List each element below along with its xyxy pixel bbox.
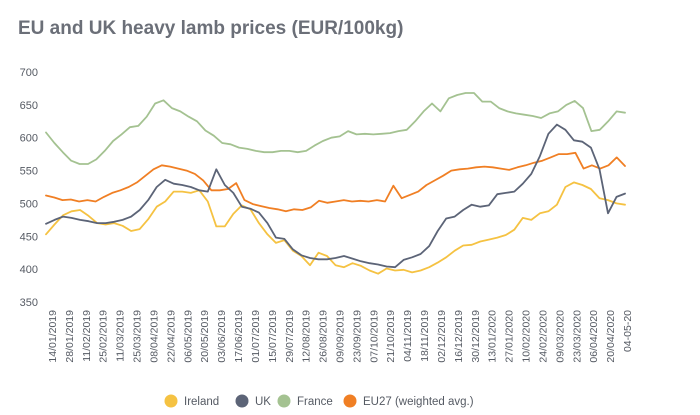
x-tick-label: 17/06/2019 — [233, 310, 245, 363]
x-tick-label: 21/10/2019 — [385, 310, 397, 363]
x-tick-label: 14/01/2019 — [47, 310, 59, 363]
x-tick-label: 16/12/2019 — [453, 310, 465, 363]
legend-label-ireland: Ireland — [184, 396, 219, 408]
x-tick-label: 28/01/2019 — [64, 310, 76, 363]
legend-marker-ireland — [164, 394, 178, 408]
x-tick-label: 18/11/2019 — [419, 310, 431, 362]
x-tick-label: 20/04/2020 — [605, 310, 617, 363]
x-tick-label: 10/02/2020 — [521, 310, 533, 363]
y-tick-label: 600 — [20, 133, 38, 145]
x-tick-label: 07/10/2019 — [368, 310, 380, 363]
x-axis-ticks: 14/01/2019 28/01/2019 11/02/2019 25/02/2019… — [47, 310, 634, 363]
x-tick-label: 15/07/2019 — [267, 310, 279, 363]
x-tick-label: 29/07/2019 — [284, 310, 296, 363]
x-tick-label: 23/03/2020 — [571, 310, 583, 363]
x-tick-label: 04-05-20 — [622, 310, 634, 352]
x-tick-label: 12/08/2019 — [301, 310, 313, 363]
x-tick-label: 02/12/2019 — [436, 310, 448, 363]
x-tick-label: 24/02/2020 — [537, 310, 549, 363]
series-lines — [45, 92, 626, 275]
chart-title: EU and UK heavy lamb prices (EUR/100kg) — [18, 18, 404, 39]
y-axis-ticks: 350 400 450 500 550 600 650 700 — [20, 67, 38, 309]
x-tick-label: 27/01/2020 — [504, 310, 516, 363]
x-tick-label: 11/02/2019 — [81, 310, 93, 362]
x-tick-label: 22/04/2019 — [165, 310, 177, 363]
legend-marker-france — [277, 394, 291, 408]
y-tick-label: 550 — [20, 166, 38, 178]
x-tick-label: 03/06/2019 — [216, 310, 228, 363]
legend-label-france: France — [297, 396, 333, 408]
legend-label-eu27-weighted-avg: EU27 (weighted avg.) — [363, 396, 474, 408]
x-tick-label: 09/03/2020 — [554, 310, 566, 363]
y-tick-label: 350 — [20, 297, 38, 309]
x-tick-label: 25/02/2019 — [98, 310, 110, 363]
x-tick-label: 25/03/2019 — [132, 310, 144, 363]
series-line-uk — [45, 123, 626, 269]
y-tick-label: 500 — [20, 198, 38, 210]
x-tick-label: 13/01/2020 — [487, 310, 499, 363]
series-line-ireland — [45, 181, 626, 275]
x-tick-label: 11/03/2019 — [115, 310, 127, 362]
x-tick-label: 01/07/2019 — [250, 310, 262, 363]
x-tick-label: 04/11/2019 — [402, 310, 414, 362]
x-tick-label: 08/04/2019 — [148, 310, 160, 363]
x-tick-label: 30/12/2019 — [470, 310, 482, 363]
x-tick-label: 06/04/2020 — [588, 310, 600, 363]
legend-marker-uk — [235, 394, 249, 408]
y-tick-label: 450 — [20, 231, 38, 243]
x-tick-label: 23/09/2019 — [351, 310, 363, 363]
x-tick-label: 26/08/2019 — [318, 310, 330, 363]
x-tick-label: 06/05/2019 — [182, 310, 194, 363]
y-tick-label: 700 — [20, 67, 38, 79]
y-tick-label: 400 — [20, 264, 38, 276]
y-tick-label: 650 — [20, 100, 38, 112]
legend-marker-eu27-weighted-avg — [343, 394, 357, 408]
series-line-eu27-weighted-avg — [45, 151, 626, 213]
series-line-france — [45, 92, 626, 165]
x-tick-label: 20/05/2019 — [199, 310, 211, 363]
legend-label-uk: UK — [255, 396, 271, 408]
x-tick-label: 09/09/2019 — [335, 310, 347, 363]
legend: Ireland UK France EU27 (weighted avg.) — [164, 394, 474, 408]
